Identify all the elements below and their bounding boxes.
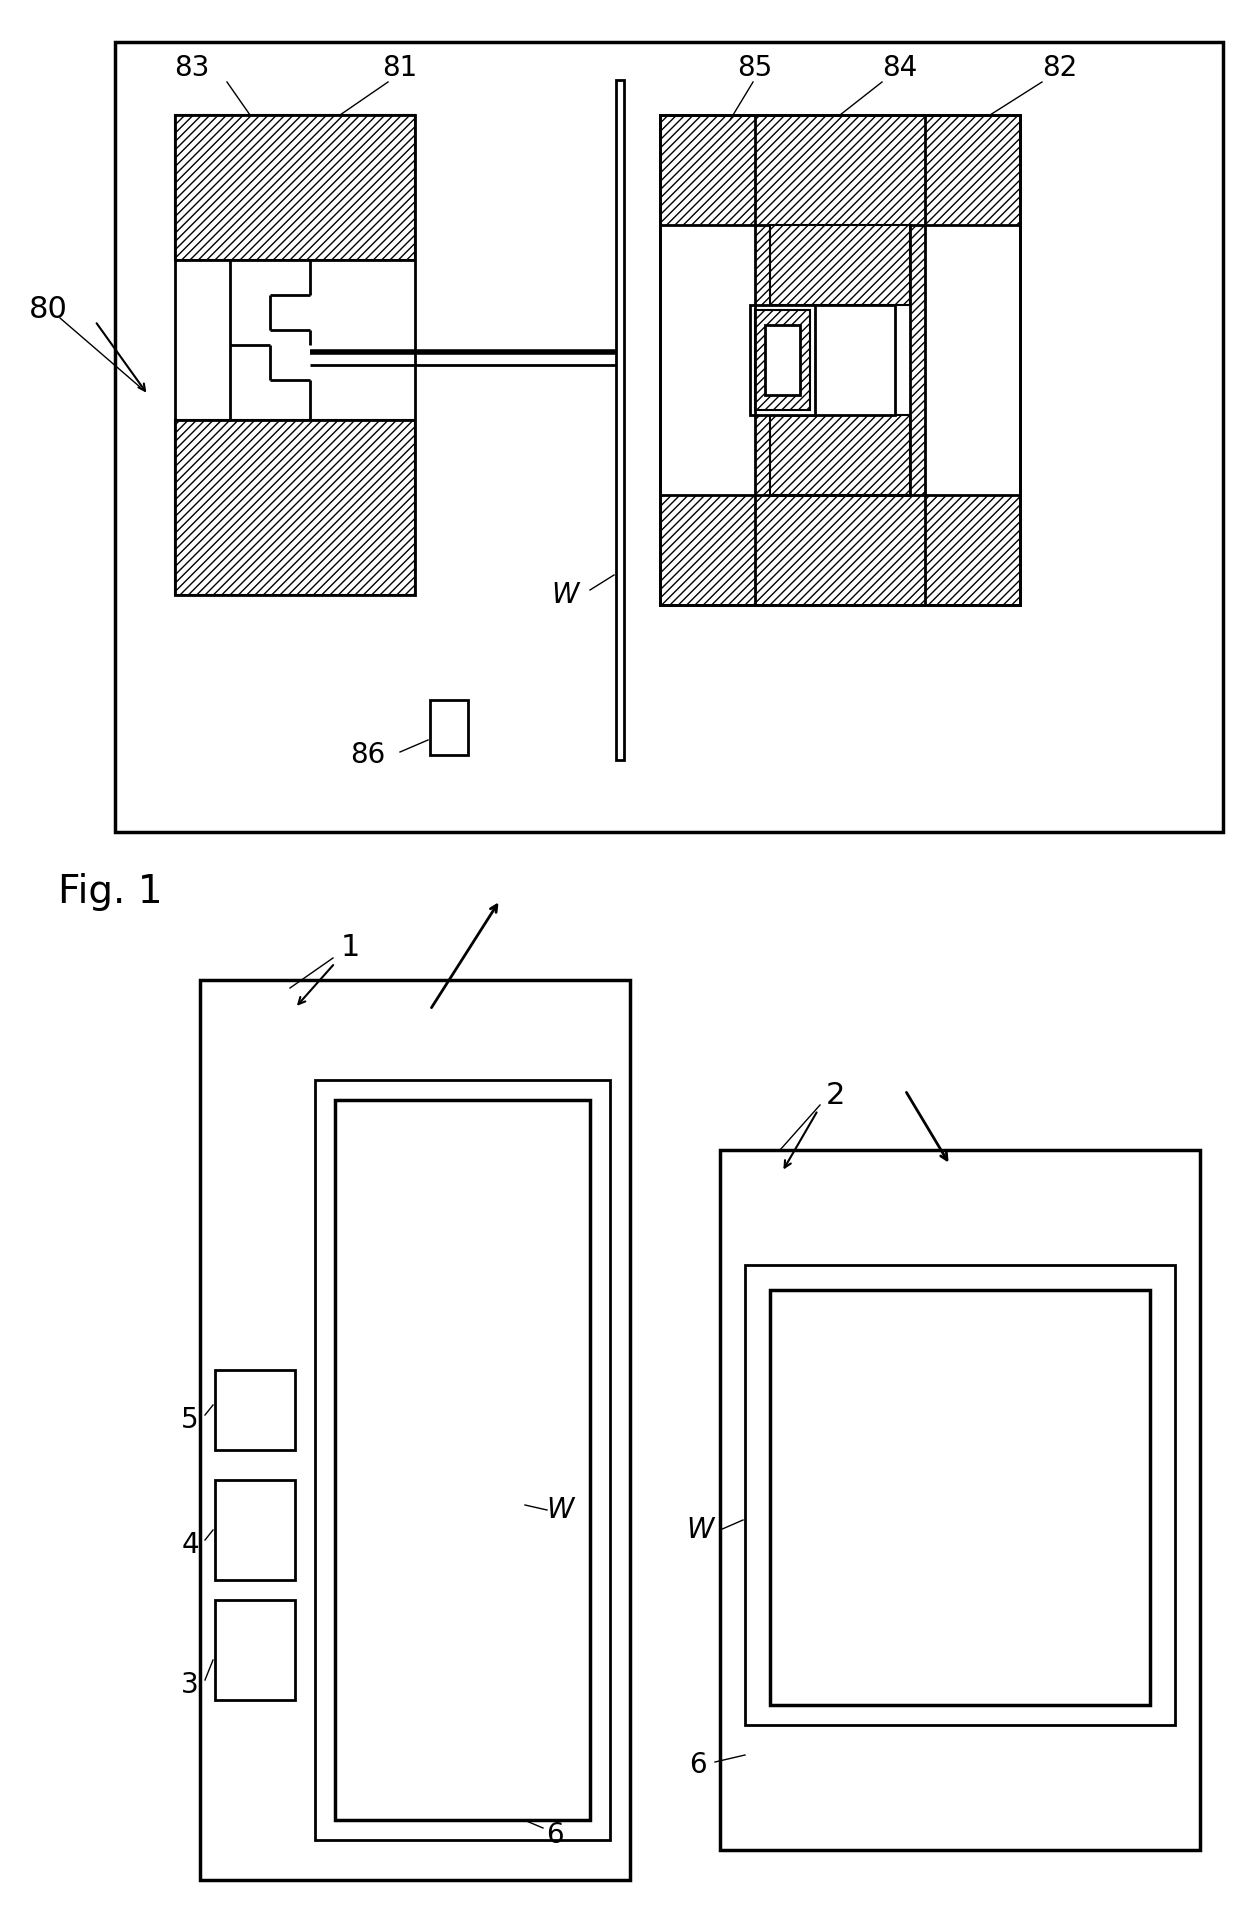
Text: 3: 3: [181, 1672, 198, 1699]
Bar: [175, 116, 415, 596]
Text: W: W: [547, 1496, 574, 1523]
Bar: [315, 1080, 610, 1839]
Text: W: W: [686, 1515, 714, 1544]
Bar: [925, 226, 1021, 495]
Bar: [750, 305, 815, 415]
Bar: [745, 1265, 1176, 1726]
Bar: [335, 1101, 590, 1820]
Text: 83: 83: [175, 54, 210, 83]
Bar: [720, 1149, 1200, 1851]
Bar: [115, 42, 1223, 833]
Bar: [770, 226, 910, 305]
Bar: [616, 79, 624, 760]
Bar: [660, 116, 1021, 605]
Text: W: W: [552, 580, 579, 609]
Text: 84: 84: [883, 54, 918, 83]
Bar: [770, 226, 910, 495]
Bar: [660, 116, 755, 605]
Text: 1: 1: [340, 933, 360, 962]
Bar: [770, 415, 910, 495]
Bar: [215, 1371, 295, 1450]
Bar: [770, 1290, 1149, 1704]
Bar: [175, 116, 415, 260]
Text: 5: 5: [181, 1406, 198, 1434]
Bar: [660, 226, 755, 495]
Bar: [175, 420, 415, 596]
Text: Fig. 1: Fig. 1: [58, 873, 162, 912]
Bar: [785, 305, 895, 415]
Bar: [765, 326, 800, 395]
Text: 6: 6: [546, 1822, 564, 1849]
Text: 82: 82: [1043, 54, 1078, 83]
Text: 86: 86: [351, 740, 386, 769]
Text: 4: 4: [181, 1531, 198, 1560]
Text: 81: 81: [382, 54, 418, 83]
Bar: [215, 1481, 295, 1581]
Bar: [660, 116, 1021, 605]
Text: 85: 85: [738, 54, 773, 83]
Text: 6: 6: [689, 1751, 707, 1780]
Bar: [200, 979, 630, 1880]
Bar: [430, 700, 467, 756]
Bar: [215, 1600, 295, 1700]
Bar: [755, 310, 810, 411]
Text: 80: 80: [29, 295, 67, 324]
Bar: [925, 116, 1021, 605]
Text: 2: 2: [826, 1080, 844, 1109]
